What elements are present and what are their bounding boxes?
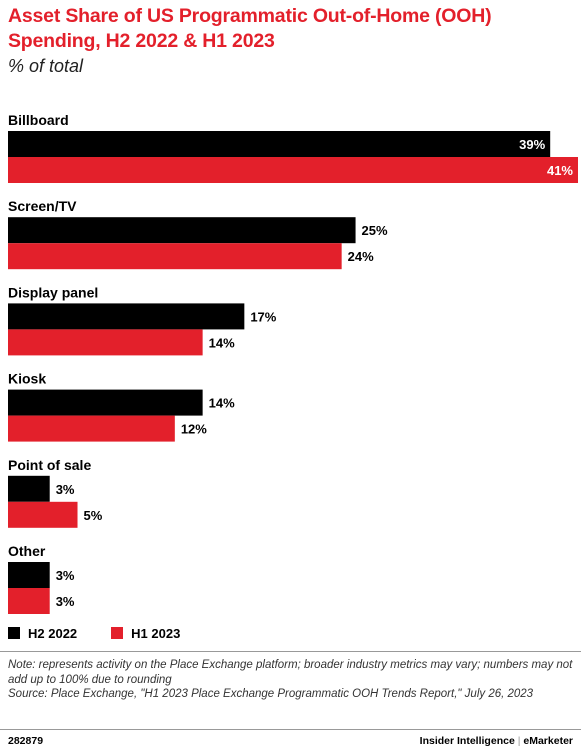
category-label-point-of-sale: Point of sale bbox=[8, 457, 91, 473]
category-label-display-panel: Display panel bbox=[8, 284, 98, 300]
footer: 282879 Insider Intelligence | eMarketer bbox=[8, 735, 573, 747]
footer-divider bbox=[0, 729, 581, 730]
category-label-screen-tv: Screen/TV bbox=[8, 198, 77, 214]
legend: H2 2022 H1 2023 bbox=[8, 624, 214, 642]
bar-kiosk-h2-2022 bbox=[8, 389, 203, 416]
chart-id: 282879 bbox=[8, 735, 44, 747]
value-label-billboard-h1-2023: 41% bbox=[547, 163, 573, 178]
note-text: Note: represents activity on the Place E… bbox=[8, 659, 573, 686]
legend-swatch-h2-2022 bbox=[8, 627, 20, 639]
legend-item-h2-2022: H2 2022 bbox=[8, 626, 77, 641]
legend-label-h1-2023: H1 2023 bbox=[131, 625, 181, 641]
value-label-kiosk-h1-2023: 12% bbox=[181, 422, 207, 437]
brand-insider-intelligence: Insider Intelligence bbox=[419, 735, 515, 747]
legend-item-h1-2023: H1 2023 bbox=[111, 626, 180, 641]
value-label-kiosk-h2-2022: 14% bbox=[209, 396, 235, 411]
bar-other-h2-2022 bbox=[8, 562, 50, 588]
bar-point-of-sale-h2-2022 bbox=[8, 475, 50, 502]
divider bbox=[0, 651, 581, 652]
bar-chart: Billboard 39%41% Screen/TV 25% 24% Display pa… bbox=[8, 112, 578, 614]
value-label-point-of-sale-h2-2022: 3% bbox=[56, 482, 75, 497]
value-label-point-of-sale-h1-2023: 5% bbox=[84, 508, 103, 523]
category-label-billboard: Billboard bbox=[8, 112, 69, 128]
value-label-display-panel-h2-2022: 17% bbox=[250, 309, 276, 324]
value-label-other-h1-2023: 3% bbox=[56, 594, 75, 609]
bar-screen-tv-h2-2022 bbox=[8, 217, 356, 244]
value-label-other-h2-2022: 3% bbox=[56, 568, 75, 583]
chart-title: Asset Share of US Programmatic Out-of-Ho… bbox=[8, 5, 492, 52]
bar-display-panel-h1-2023 bbox=[8, 329, 203, 356]
bar-screen-tv-h1-2023 bbox=[8, 243, 342, 270]
source-text: Source: Place Exchange, "H1 2023 Place E… bbox=[8, 688, 534, 700]
value-label-screen-tv-h2-2022: 25% bbox=[362, 223, 388, 238]
bar-billboard-h2-2022 bbox=[8, 131, 551, 157]
chart-subtitle: % of total bbox=[8, 56, 84, 76]
bar-display-panel-h2-2022 bbox=[8, 303, 245, 330]
brand: Insider Intelligence | eMarketer bbox=[420, 735, 573, 747]
brand-emarketer: eMarketer bbox=[523, 735, 573, 747]
legend-label-h2-2022: H2 2022 bbox=[28, 625, 78, 641]
bar-kiosk-h1-2023 bbox=[8, 415, 175, 442]
brand-separator: | bbox=[517, 735, 521, 747]
value-label-screen-tv-h1-2023: 24% bbox=[348, 249, 374, 264]
value-label-billboard-h2-2022: 39% bbox=[519, 137, 545, 152]
value-label-display-panel-h1-2023: 14% bbox=[209, 335, 235, 350]
bar-other-h1-2023 bbox=[8, 588, 50, 614]
bar-point-of-sale-h1-2023 bbox=[8, 501, 78, 528]
bar-billboard-h1-2023 bbox=[8, 157, 578, 183]
legend-swatch-h1-2023 bbox=[111, 627, 124, 639]
notes: Note: represents activity on the Place E… bbox=[8, 658, 573, 702]
category-label-other: Other bbox=[8, 543, 46, 559]
category-label-kiosk: Kiosk bbox=[8, 371, 46, 387]
